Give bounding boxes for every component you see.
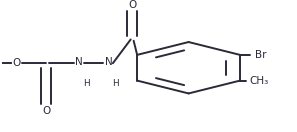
Text: H: H xyxy=(83,79,89,88)
Text: O: O xyxy=(42,106,50,116)
Text: O: O xyxy=(128,0,136,10)
Text: CH₃: CH₃ xyxy=(249,76,268,86)
Text: N: N xyxy=(75,57,83,67)
Text: O: O xyxy=(12,58,20,68)
Text: N: N xyxy=(105,57,112,67)
Text: H: H xyxy=(113,79,119,88)
Text: Br: Br xyxy=(255,50,266,60)
